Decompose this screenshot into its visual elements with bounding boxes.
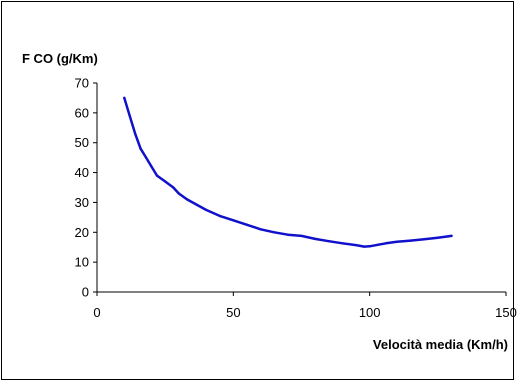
y-tick-label: 40 [75,165,89,180]
data-point [423,238,426,241]
data-point [327,240,330,243]
y-tick-label: 20 [75,225,89,240]
data-point [409,239,412,242]
y-axis-title: F CO (g/Km) [22,51,98,66]
data-point [177,192,180,195]
data-point [363,245,366,248]
data-point [204,208,208,212]
data-point [395,240,399,243]
x-tick-label: 0 [93,305,100,320]
data-point [368,245,371,248]
data-point [134,132,137,135]
data-point [341,242,344,245]
data-point [286,233,290,236]
data-point [194,202,197,206]
data-point [123,96,126,100]
x-tick-label: 150 [495,305,517,320]
data-point [144,156,148,159]
data-point [273,231,276,234]
y-tick-label: 10 [75,255,89,270]
data-point [164,180,167,183]
data-point [436,236,439,239]
data-point [139,147,142,150]
data-point [259,228,262,231]
x-tick-label: 50 [226,305,240,320]
y-tick-label: 50 [75,135,89,150]
x-axis-title: Velocità media (Km/h) [373,337,508,352]
y-tick-label: 0 [82,285,89,300]
data-point [150,165,153,168]
y-tick-label: 60 [75,105,89,120]
data-point [245,223,249,226]
data-point [313,237,317,241]
data-point [354,243,358,247]
data-point [376,243,379,246]
data-point [128,114,131,118]
data-point [172,186,175,189]
data-point [300,234,303,238]
data-point [384,242,388,245]
data-point [218,214,221,218]
data-point [232,219,235,222]
series-line [123,96,453,248]
data-point [450,234,453,238]
data-point [185,198,189,201]
y-tick-label: 30 [75,195,89,210]
x-tick-label: 100 [359,305,381,320]
y-tick-label: 70 [75,76,89,91]
data-point [155,174,159,177]
